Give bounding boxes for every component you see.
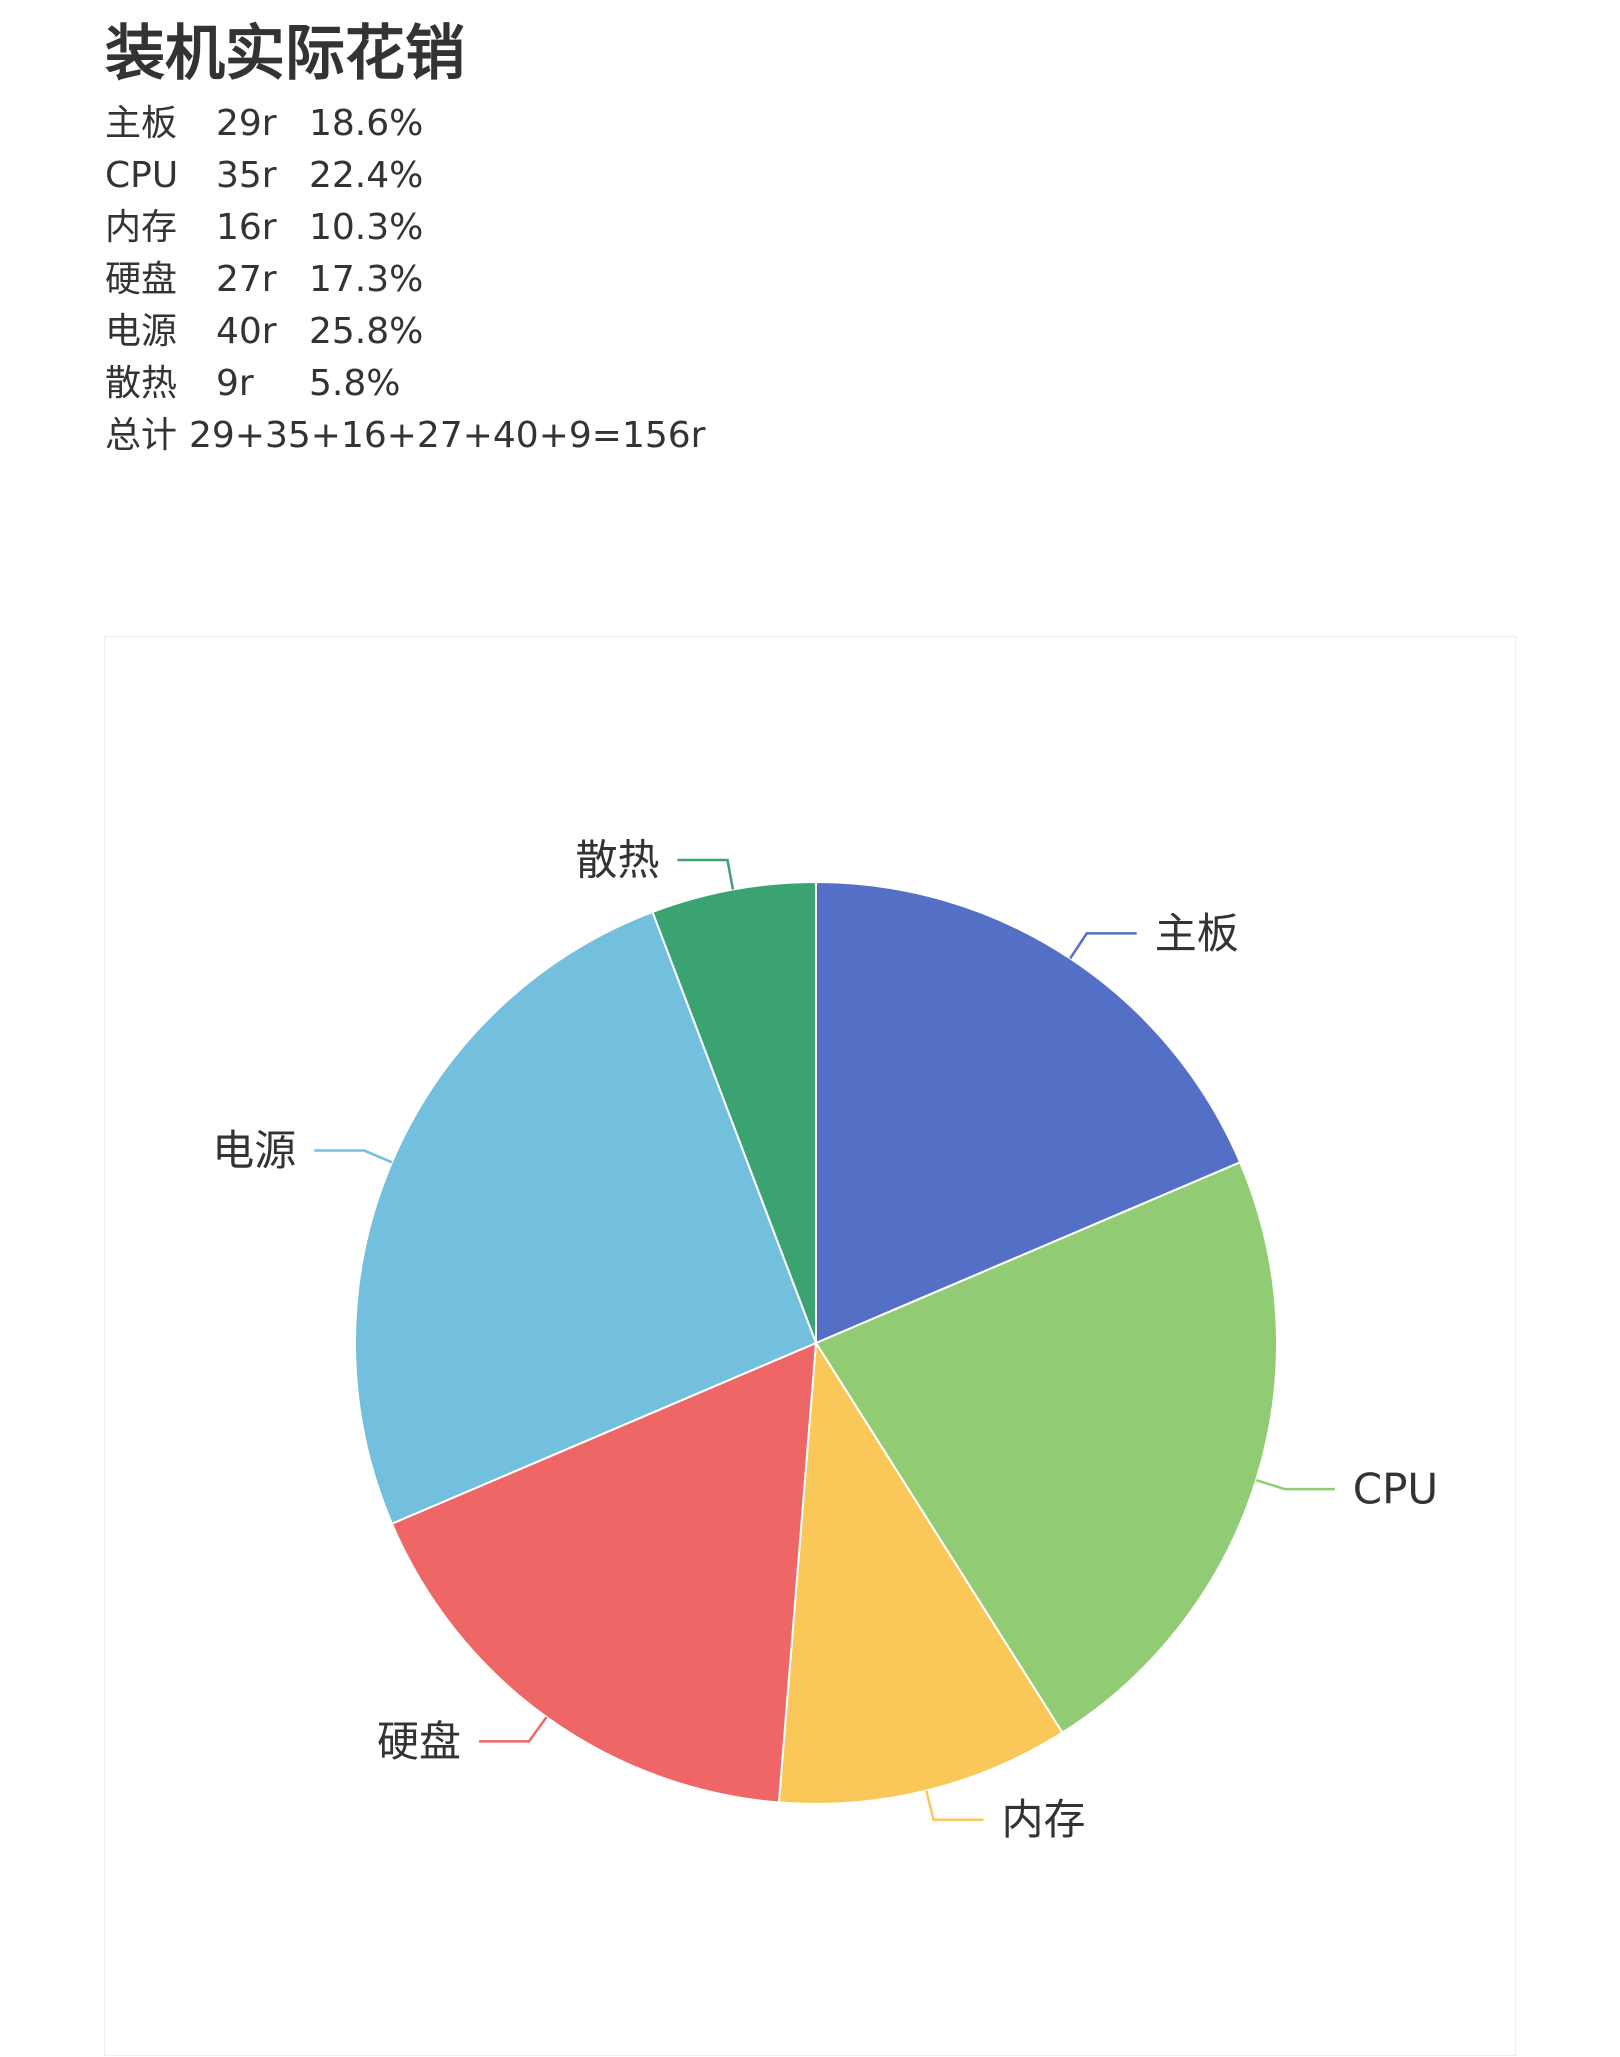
summary-item-percent: 10.3% xyxy=(309,207,424,248)
summary-row: 内存 16r 10.3% xyxy=(105,202,705,254)
summary-item-name: 主板 xyxy=(105,103,178,144)
pie-label-line xyxy=(1255,1478,1335,1491)
pie-chart: 主板 CPU 内存 硬盘 电源 散热 xyxy=(212,836,1438,1845)
summary-item-percent: 5.8% xyxy=(309,363,401,404)
pie-slice-label: 电源 xyxy=(212,1126,296,1175)
summary-item-amount: 9r xyxy=(216,363,254,404)
summary-item-amount: 35r xyxy=(216,155,277,196)
summary-item-name: 内存 xyxy=(105,207,178,248)
pie-slice-1[interactable] xyxy=(815,881,1242,1344)
pie-label-line xyxy=(1069,932,1137,960)
summary-row: 硬盘 27r 17.3% xyxy=(105,254,705,306)
summary-row: CPU 35r 22.4% xyxy=(105,150,705,202)
pie-label-line xyxy=(314,1149,393,1164)
summary-row: 主板 29r 18.6% xyxy=(105,98,705,150)
pie-label-line xyxy=(478,1716,548,1743)
summary-item-percent: 22.4% xyxy=(309,155,424,196)
summary-item-amount: 16r xyxy=(216,207,277,248)
pie-slice-label: 内存 xyxy=(1002,1795,1086,1844)
pie-slice-label: 硬盘 xyxy=(377,1717,461,1766)
pie-slice-3[interactable] xyxy=(777,1342,1064,1805)
pie-slice-label: 散热 xyxy=(575,836,659,885)
page-title: 装机实际花销 xyxy=(105,19,465,89)
summary-item-amount: 27r xyxy=(216,259,277,300)
cost-summary: 主板 29r 18.6% CPU 35r 22.4% 内存 16r 10.3% 硬盘 27r 1… xyxy=(105,98,705,462)
summary-item-name: 电源 xyxy=(105,311,178,352)
pie-slice-label: 主板 xyxy=(1155,909,1239,958)
summary-item-percent: 17.3% xyxy=(309,259,424,300)
pie-label-line xyxy=(677,858,735,890)
summary-total-formula: 29+35+16+27+40+9=156r xyxy=(189,415,706,456)
summary-total-label: 总计 xyxy=(105,415,178,456)
summary-item-name: 硬盘 xyxy=(105,259,178,300)
pie-slice-6[interactable] xyxy=(651,881,817,1344)
pie-slice-4[interactable] xyxy=(390,1342,817,1804)
summary-item-percent: 18.6% xyxy=(309,103,424,144)
summary-item-name: 散热 xyxy=(105,363,178,404)
pie-label-line xyxy=(925,1790,984,1821)
pie-slice-label: CPU xyxy=(1353,1465,1438,1514)
summary-item-name: CPU xyxy=(105,155,179,196)
pie-slice-2[interactable] xyxy=(815,1161,1278,1734)
summary-item-percent: 25.8% xyxy=(309,311,424,352)
summary-item-amount: 29r xyxy=(216,103,277,144)
summary-item-amount: 40r xyxy=(216,311,277,352)
summary-row: 散热 9r 5.8% xyxy=(105,358,705,410)
summary-total-row: 总计 29+35+16+27+40+9=156r xyxy=(105,410,705,462)
summary-row: 电源 40r 25.8% xyxy=(105,306,705,358)
pie-chart-card: 主板 CPU 内存 硬盘 电源 散热 xyxy=(104,636,1516,2056)
